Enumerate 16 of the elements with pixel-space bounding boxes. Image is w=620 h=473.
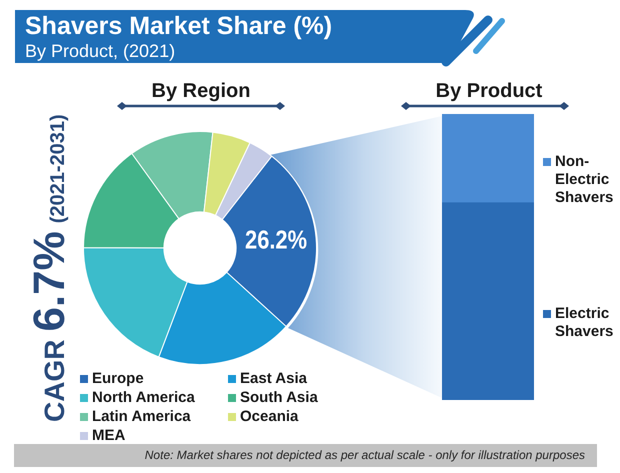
legend-label: Oceania [240, 407, 298, 426]
text: CAGR 6.7% (2021-2031) [25, 114, 74, 422]
legend-label: East Asia [240, 369, 307, 388]
legend-label: Non-Electric Shavers [555, 153, 614, 208]
text: Note: Market shares not depicted as per actual scale - only for illustration purposes [144, 447, 585, 464]
legend-label: Latin America [92, 407, 191, 426]
data-label: 26.2% [245, 226, 308, 256]
text: By Region [150, 79, 252, 103]
chart-title: Shavers Market Share (%) [25, 11, 332, 41]
legend-label: South Asia [240, 388, 318, 407]
legend-label: Europe [92, 369, 144, 388]
legend-label: North America [92, 388, 195, 407]
chart-subtitle: By Product, (2021) [25, 40, 176, 62]
legend-label: MEA [92, 426, 126, 445]
legend-label: Electric Shavers [555, 305, 614, 342]
chart-title: By Product [434, 79, 544, 103]
